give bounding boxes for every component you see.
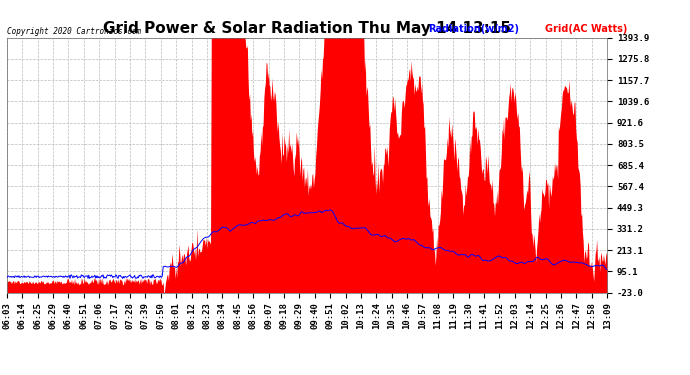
Text: Copyright 2020 Cartronics.com: Copyright 2020 Cartronics.com bbox=[7, 27, 141, 36]
Text: Radiation(w/m2): Radiation(w/m2) bbox=[428, 24, 519, 34]
Title: Grid Power & Solar Radiation Thu May 14 13:15: Grid Power & Solar Radiation Thu May 14 … bbox=[103, 21, 511, 36]
Text: Grid(AC Watts): Grid(AC Watts) bbox=[545, 24, 627, 34]
